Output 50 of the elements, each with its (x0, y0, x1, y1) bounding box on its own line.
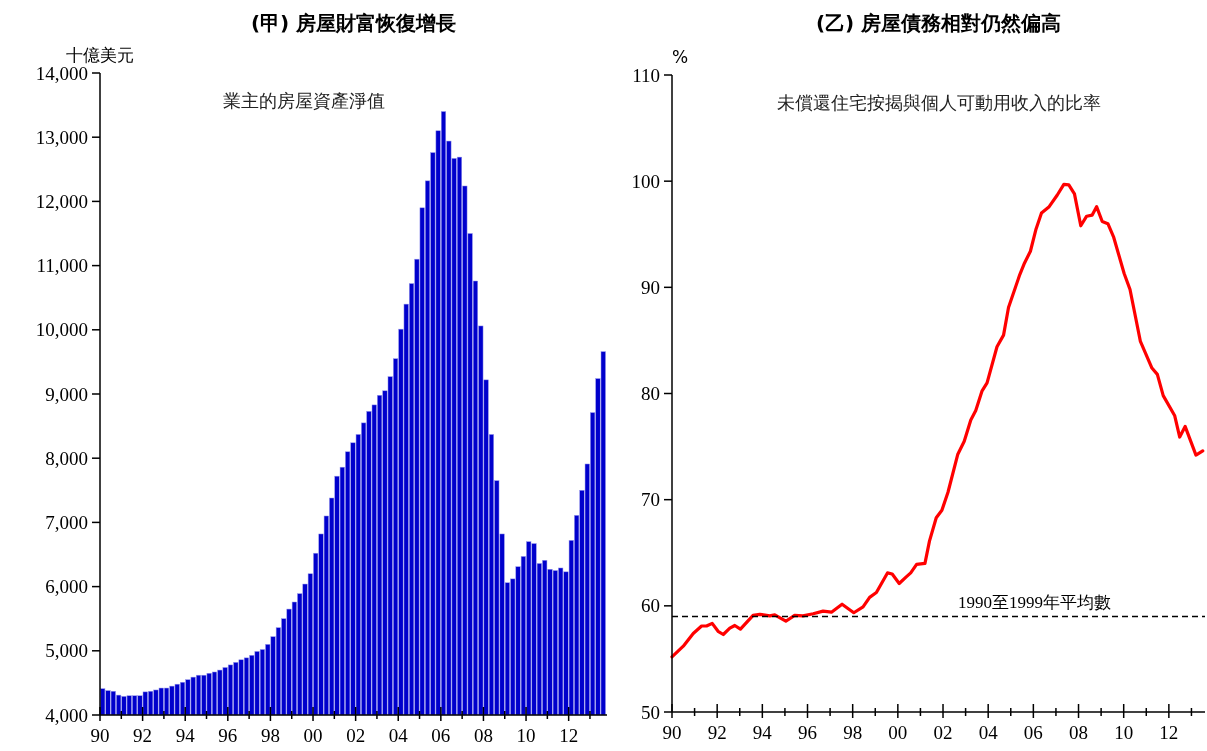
x-tick-label: 00 (303, 725, 323, 746)
x-tick-label: 04 (388, 725, 409, 746)
x-tick-label: 94 (752, 722, 773, 743)
x-tick-label: 90 (90, 725, 110, 746)
y-tick-label: 90 (641, 276, 660, 298)
ref-line-label: 1990至1999年平均數 (957, 593, 1111, 613)
x-tick-label: 06 (431, 725, 451, 746)
x-tick-label: 96 (798, 722, 818, 743)
x-tick-label: 08 (1069, 722, 1089, 743)
x-tick-label: 94 (175, 725, 196, 746)
chart-title: (乙) 房屋債務相對仍然偏高 (815, 11, 1062, 35)
y-tick-label: 12,000 (35, 191, 88, 213)
x-tick-label: 90 (662, 722, 682, 743)
y-tick-label: 13,000 (35, 126, 88, 148)
x-tick-label: 10 (1114, 722, 1134, 743)
x-tick-label: 96 (218, 725, 238, 746)
chart-title: (甲) 房屋財富恢復增長 (250, 11, 457, 35)
y-tick-label: 6,000 (45, 576, 88, 598)
y-tick-label: 50 (641, 701, 660, 723)
y-axis-title: 十億美元 (66, 45, 134, 65)
x-tick-label: 12 (559, 725, 579, 746)
line-series (670, 182, 1205, 659)
y-tick-label: 9,000 (45, 383, 88, 405)
x-tick-label: 98 (843, 722, 863, 743)
y-tick-label: 7,000 (45, 512, 88, 534)
x-tick-label: 02 (933, 722, 953, 743)
x-tick-label: 00 (888, 722, 908, 743)
y-tick-label: 11,000 (36, 255, 88, 277)
y-tick-label: 5,000 (45, 640, 88, 662)
y-tick-label: 70 (641, 489, 660, 511)
x-tick-label: 92 (707, 722, 727, 743)
x-tick-label: 04 (978, 722, 999, 743)
x-tick-label: 02 (346, 725, 366, 746)
y-tick-label: 10,000 (35, 319, 88, 341)
y-tick-label: 100 (631, 170, 660, 192)
y-tick-label: 14,000 (35, 62, 88, 84)
y-tick-label: 8,000 (45, 447, 88, 469)
y-axis-title: % (672, 47, 689, 67)
x-tick-label: 10 (516, 725, 536, 746)
x-tick-label: 98 (260, 725, 280, 746)
y-tick-label: 110 (632, 64, 660, 86)
y-tick-label: 80 (641, 383, 660, 405)
y-tick-label: 4,000 (45, 704, 88, 726)
annotation: 未償還住宅按揭與個人可動用收入的比率 (776, 92, 1101, 113)
annotation: 業主的房屋資產淨值 (222, 90, 385, 111)
x-tick-label: 92 (133, 725, 153, 746)
x-tick-label: 12 (1159, 722, 1179, 743)
x-tick-label: 08 (473, 725, 493, 746)
y-tick-label: 60 (641, 595, 660, 617)
x-tick-label: 06 (1023, 722, 1043, 743)
